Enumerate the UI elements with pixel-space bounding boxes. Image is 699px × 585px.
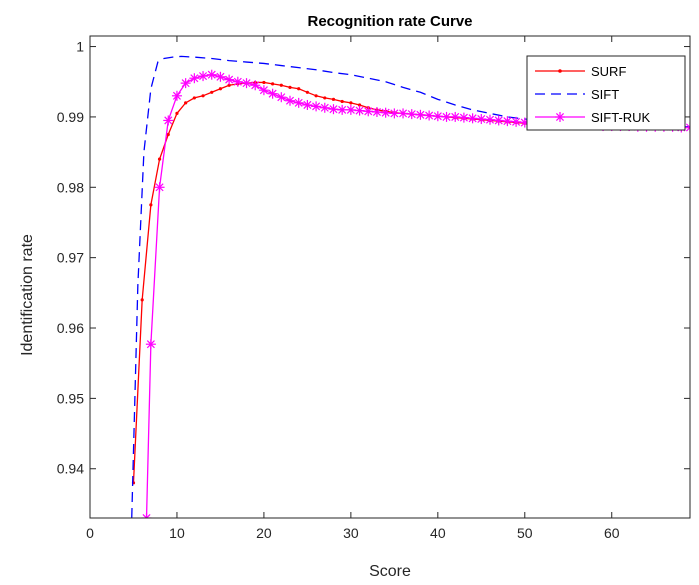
data-point-sift-ruk [163,115,174,126]
data-point-sift-ruk [476,114,487,125]
data-point-sift-ruk [198,71,209,82]
data-point-surf [331,97,336,101]
legend-box [526,55,686,131]
x-axis-label: Score [369,563,411,580]
data-point-sift-ruk [171,90,182,101]
axes: 0 10 20 30 40 50 60 0.94 0.95 0.96 0.97 0.98 0.99 1 [57,35,691,541]
data-point-sift-ruk [285,95,295,106]
data-point-sift-ruk [363,106,374,117]
data-point-sift-ruk [250,80,261,91]
data-point-sift-ruk [276,92,287,103]
data-point-sift-ruk [302,99,313,110]
legend-marker-sift-ruk [555,112,565,122]
data-point-sift-ruk [424,110,435,121]
data-point-surf [184,101,188,105]
data-point-surf [297,87,301,91]
y-tick-label: 0.99 [57,109,84,125]
y-tick-label: 0.97 [57,250,84,266]
data-point-surf [157,157,162,161]
data-point-surf [166,132,170,137]
data-point-sift-ruk [389,108,400,119]
data-point-sift-ruk [328,104,339,115]
data-point-sift-ruk [337,104,348,115]
data-point-sift-ruk [224,74,235,85]
data-point-sift-ruk [398,108,409,119]
y-tick-label: 1 [76,39,84,55]
legend-marker-surf [558,69,562,73]
data-point-surf [271,82,275,86]
data-point-sift-ruk [141,513,152,518]
data-point-sift-ruk [241,78,252,89]
legend-label-sift-ruk: SIFT-RUK [591,110,651,125]
data-point-surf [357,103,362,107]
y-tick-label: 0.96 [57,320,84,336]
data-point-sift-ruk [232,76,243,87]
data-point-sift-ruk [380,107,391,118]
data-point-sift-ruk [432,111,443,122]
y-tick-label: 0.95 [57,390,84,406]
x-tick-label: 60 [604,525,620,541]
data-point-surf [349,101,353,105]
data-point-sift-ruk [458,112,469,123]
x-tick-label: 0 [86,525,94,541]
data-point-sift-ruk [311,101,322,112]
data-point-sift-ruk [502,116,513,127]
data-point-surf [201,94,205,98]
data-point-sift-ruk [485,114,495,125]
y-axis-label: Identification rate [19,234,36,356]
data-point-sift-ruk [371,106,382,117]
data-point-sift-ruk [145,339,156,350]
data-point-sift-ruk [441,111,452,122]
data-point-sift-ruk [450,111,461,122]
chart-title: Recognition rate Curve [307,13,472,30]
x-tick-label: 30 [343,525,359,541]
data-point-surf [218,87,223,91]
data-point-surf [140,298,144,302]
legend: SURF SIFT SIFT-RUK [526,55,686,131]
y-tick-label: 0.98 [57,179,84,195]
data-point-surf [149,203,153,207]
data-point-sift-ruk [511,116,522,127]
data-point-sift-ruk [345,104,356,115]
data-point-sift-ruk [180,78,191,89]
data-point-sift-ruk [493,115,504,126]
axes-box [89,35,691,519]
data-point-sift-ruk [685,122,690,133]
data-point-surf [192,96,196,100]
data-point-surf [279,83,283,87]
data-point-sift-ruk [293,97,304,108]
x-tick-label: 40 [430,525,446,541]
data-point-surf [288,85,292,89]
x-tick-label: 50 [517,525,533,541]
data-point-sift-ruk [467,113,478,124]
data-point-sift-ruk [319,102,330,113]
data-point-surf [314,94,318,98]
data-point-surf [210,90,214,94]
data-point-sift-ruk [258,85,269,96]
data-point-sift-ruk [354,105,365,116]
data-point-surf [340,99,344,104]
data-point-sift-ruk [267,88,278,99]
data-point-surf [305,90,309,94]
data-point-sift-ruk [406,109,417,120]
x-tick-label: 20 [256,525,272,541]
data-point-surf [175,111,179,116]
data-point-sift-ruk [189,73,200,84]
data-point-sift-ruk [154,182,165,193]
y-tick-label: 0.94 [57,461,84,477]
data-point-sift-ruk [415,109,426,120]
legend-label-surf: SURF [591,64,626,79]
x-tick-label: 10 [169,525,185,541]
data-point-surf [227,83,231,87]
data-point-surf [323,96,327,100]
data-point-surf [262,80,266,85]
data-point-sift-ruk [215,71,226,82]
data-point-sift-ruk [206,69,217,80]
legend-label-sift: SIFT [591,87,619,102]
